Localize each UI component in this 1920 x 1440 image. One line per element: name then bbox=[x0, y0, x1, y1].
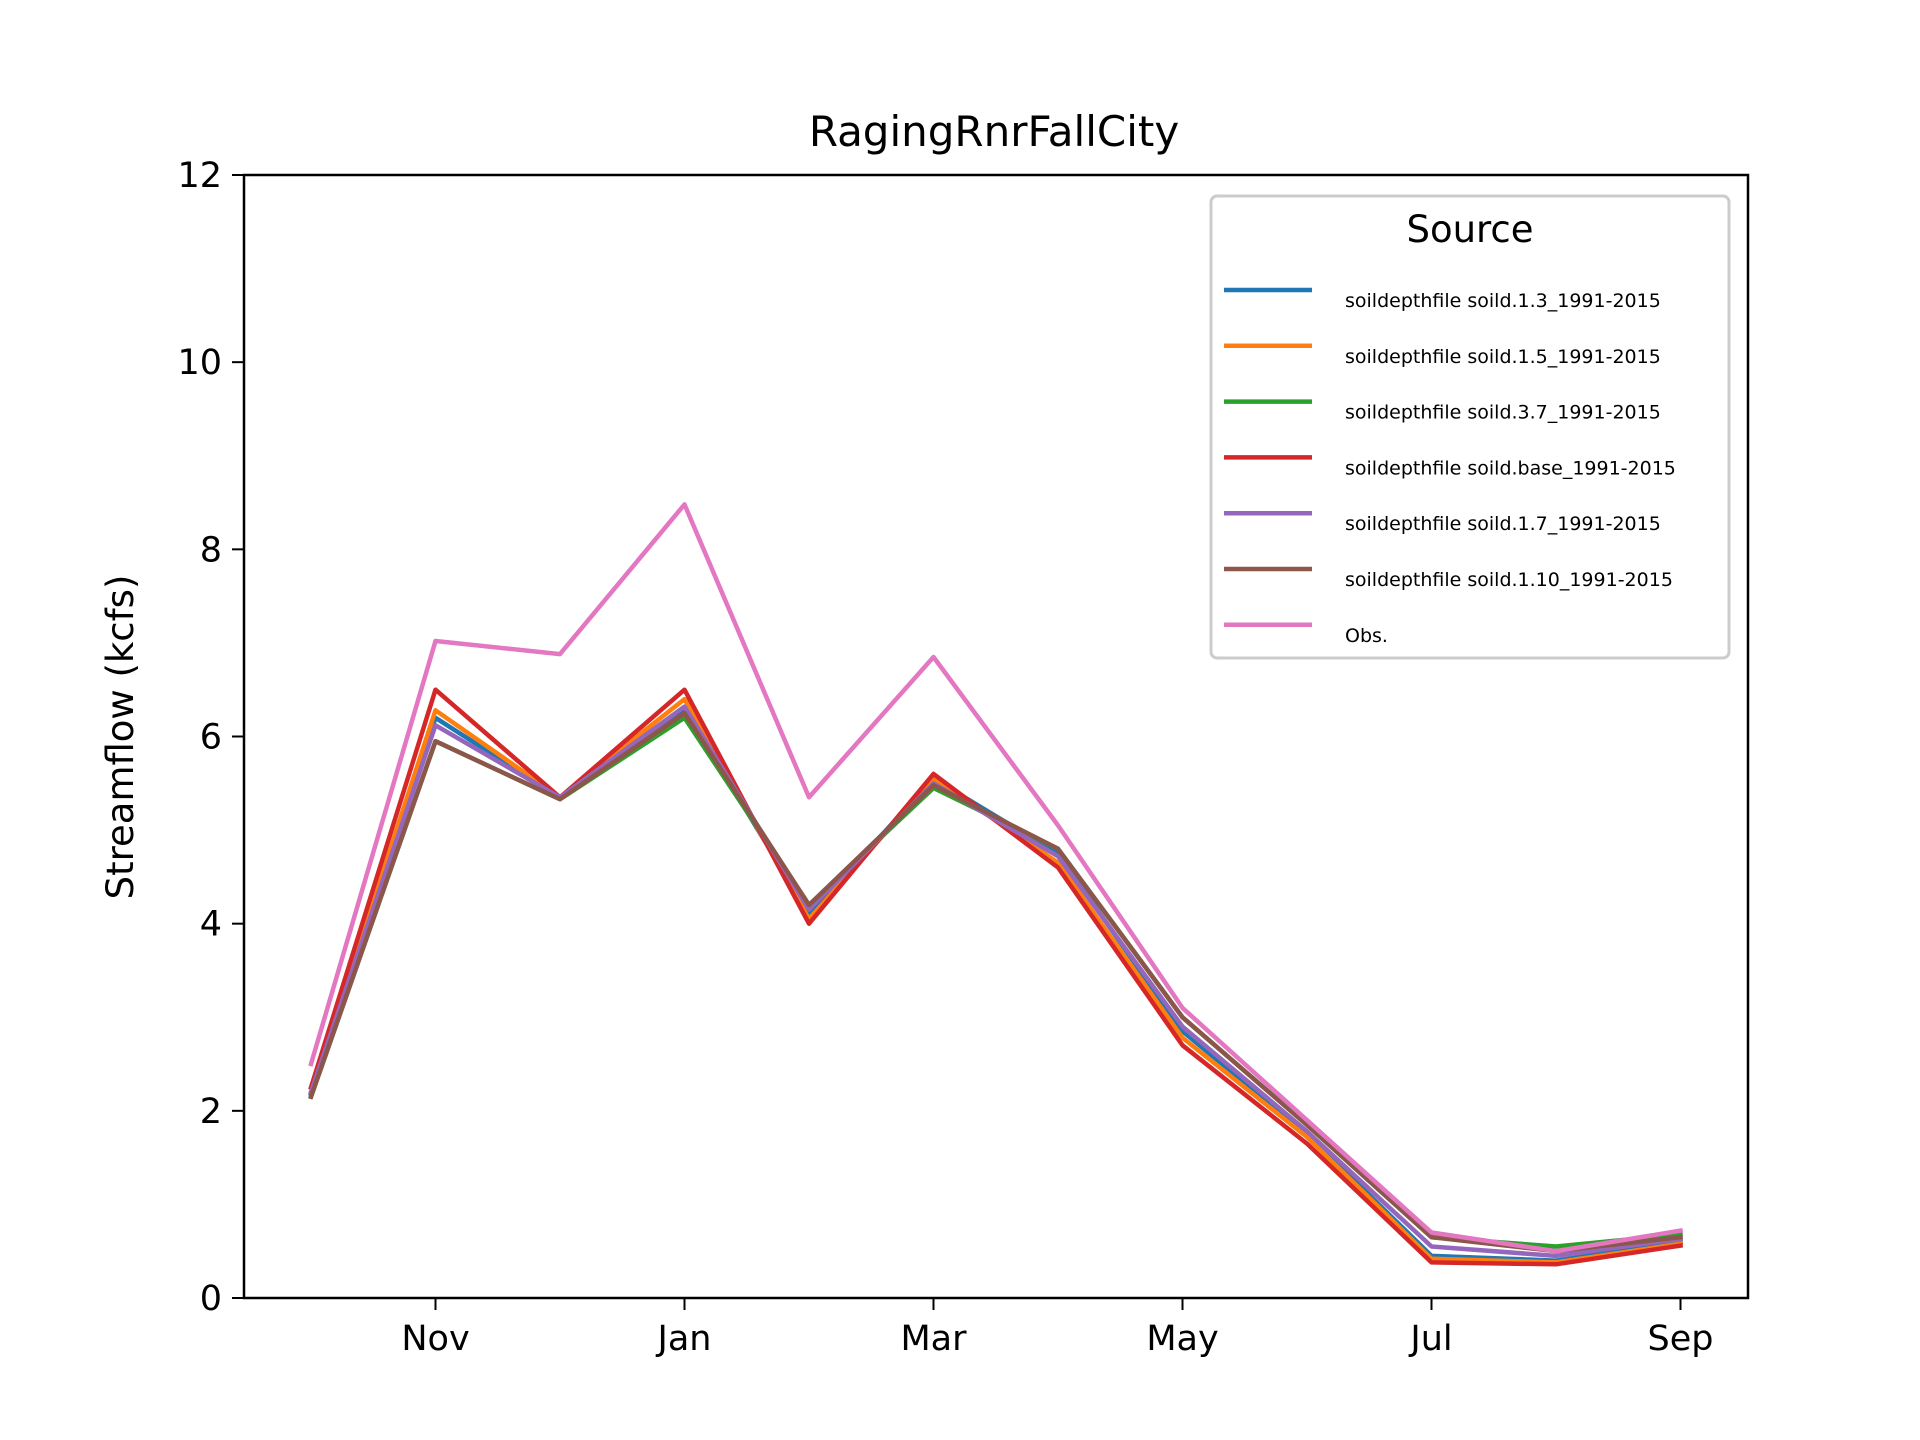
legend-label-7: Obs. bbox=[1345, 625, 1388, 647]
y-tick-label: 6 bbox=[200, 718, 222, 758]
x-tick-label: Mar bbox=[900, 1319, 967, 1359]
legend-label-2: soildepthfile soild.1.5_1991-2015 bbox=[1345, 346, 1661, 368]
y-tick-label: 4 bbox=[200, 905, 222, 945]
legend-title: Source bbox=[1406, 208, 1533, 251]
legend-label-4: soildepthfile soild.base_1991-2015 bbox=[1345, 457, 1676, 479]
series-line-5 bbox=[308, 704, 1684, 1259]
legend-box bbox=[1209, 194, 1731, 660]
y-tick-label: 8 bbox=[200, 530, 222, 570]
legend-label-5: soildepthfile soild.1.7_1991-2015 bbox=[1345, 513, 1661, 535]
y-tick-label: 12 bbox=[177, 156, 222, 196]
legend: Source soildepthfile soild.1.3_1991-2015s… bbox=[1209, 194, 1731, 660]
y-axis-label: Streamflow (kcfs) bbox=[99, 575, 142, 900]
series-line-6 bbox=[308, 710, 1683, 1254]
x-tick-label: May bbox=[1146, 1319, 1218, 1359]
legend-label-3: soildepthfile soild.3.7_1991-2015 bbox=[1345, 402, 1661, 424]
x-tick-label: Jan bbox=[656, 1319, 712, 1359]
x-tick-label: Jul bbox=[1408, 1319, 1452, 1359]
legend-label-6: soildepthfile soild.1.10_1991-2015 bbox=[1345, 569, 1673, 591]
chart-title: RagingRnrFallCity bbox=[809, 107, 1179, 156]
plot-area: 0 2 4 6 8 10 12 Nov Jan Mar May Jul Sep bbox=[177, 156, 1713, 1359]
y-tick-label: 0 bbox=[200, 1279, 222, 1319]
series-line-7 bbox=[308, 502, 1684, 1254]
y-tick-label: 2 bbox=[200, 1092, 222, 1132]
axes-frame bbox=[242, 173, 1750, 1300]
y-tick-label: 10 bbox=[177, 343, 222, 383]
legend-label-1: soildepthfile soild.1.3_1991-2015 bbox=[1345, 290, 1661, 312]
x-tick-label: Sep bbox=[1648, 1319, 1714, 1359]
x-tick-label: Nov bbox=[401, 1319, 469, 1359]
